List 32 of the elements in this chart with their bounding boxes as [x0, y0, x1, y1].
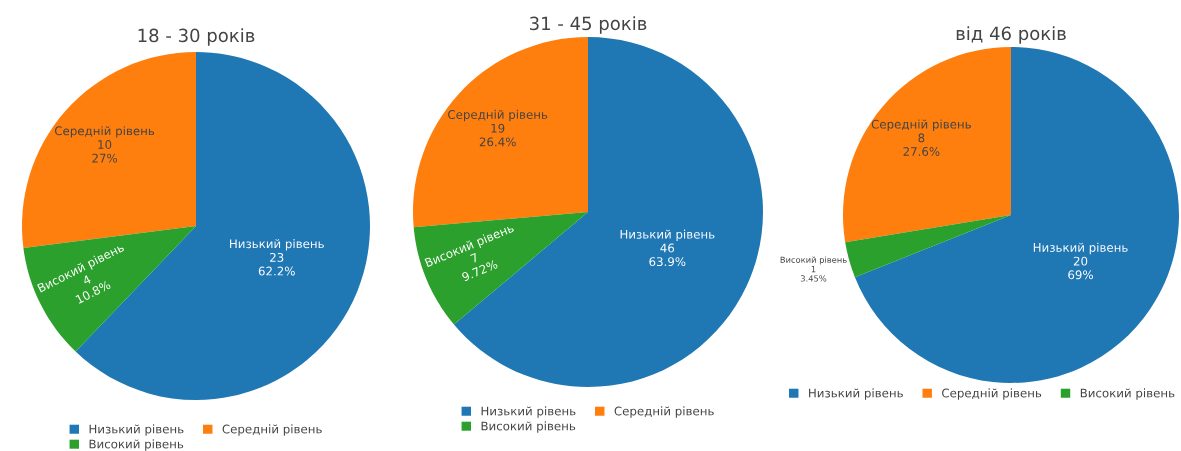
legend-label: Низький рівень	[809, 388, 903, 400]
pie-slice	[23, 226, 196, 352]
pie-slice	[413, 37, 588, 228]
data-label: 46 63.9%	[649, 243, 686, 267]
chart-title: від 46 років	[956, 26, 1066, 44]
legend-label: Середній рівень	[222, 424, 322, 436]
slice-label: Низький рівень	[230, 239, 324, 251]
legend-label: Високий рівень	[1080, 388, 1175, 400]
slice-label: Середній рівень	[448, 109, 548, 122]
legend-label: Високий рівень	[481, 421, 576, 433]
chart-title: 18 - 30 років	[138, 28, 255, 46]
slice-label: Високий рівень	[780, 256, 847, 265]
pie-slice	[854, 47, 1179, 383]
slice-label: Середній рівень	[54, 126, 155, 138]
pie-slice	[413, 212, 588, 325]
slice-label: Низький рівень	[1033, 242, 1128, 255]
legend-label: Високий рівень	[89, 439, 184, 451]
chart-title: 31 - 45 років	[530, 16, 647, 34]
data-label: 23 62.2%	[258, 252, 295, 276]
slice-label: Середній рівень	[871, 119, 971, 131]
legend-label: Низький рівень	[89, 424, 184, 436]
legend-label: Середній рівень	[942, 388, 1042, 400]
pie-slice	[843, 47, 1011, 243]
legend-label: Низький рівень	[481, 406, 576, 418]
data-label: 8 27.6%	[903, 133, 940, 156]
pie-slice	[845, 215, 1011, 278]
data-label: 10 27%	[92, 140, 118, 163]
slice-label: Низький рівень	[620, 229, 715, 242]
data-label: 20 69%	[1068, 256, 1093, 280]
data-label: 1 3.45%	[800, 266, 827, 282]
data-label: 19 26.4%	[479, 123, 516, 147]
legend-label: Середній рівень	[614, 406, 714, 418]
